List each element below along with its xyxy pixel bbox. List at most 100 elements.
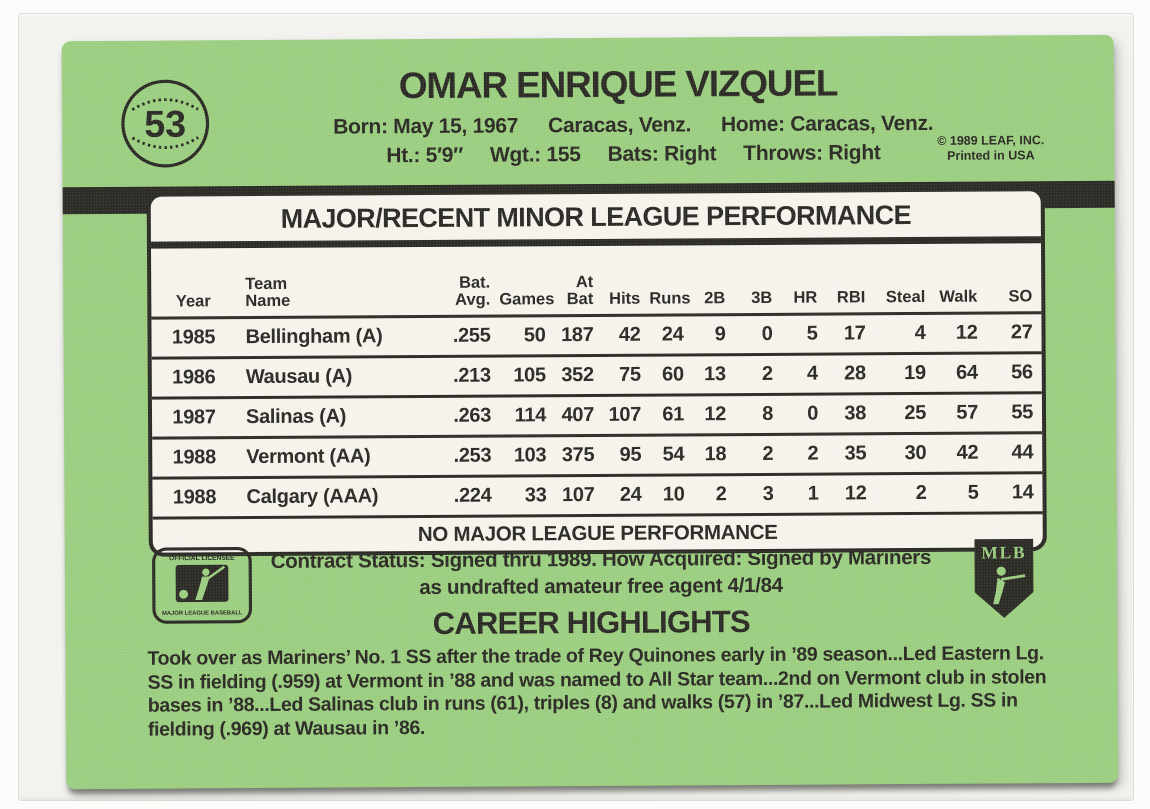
- stats-cell: 103: [513, 444, 547, 467]
- stats-cell: 12: [844, 482, 867, 505]
- stats-cell: 30: [904, 441, 927, 465]
- stats-cell: 75: [619, 363, 641, 386]
- stats-body: 1985 Bellingham (A) .255 50 187 42 24 9 0 5 17 4 12 2…: [151, 311, 1043, 517]
- card-number: 53: [144, 103, 186, 145]
- copyright-line-2: Printed in USA: [947, 148, 1035, 163]
- copyright-notice: © 1989 LEAF, INC. Printed in USA: [937, 133, 1044, 164]
- bio-birthplace: Caracas, Venz.: [548, 113, 692, 138]
- stats-row: 1988 Calgary (AAA) .224 33 107 24 10 2 3 1 12 2 5 14: [152, 471, 1043, 517]
- stats-cell: 0: [761, 322, 773, 345]
- stats-column-header: 3B: [751, 288, 773, 308]
- stats-cell: 8: [762, 402, 774, 425]
- stats-cell: 1987: [172, 406, 216, 429]
- stats-cell: 114: [514, 404, 547, 427]
- stats-cell: 2: [807, 442, 819, 465]
- stats-cell: 95: [619, 443, 642, 466]
- stats-cell: 375: [561, 443, 595, 467]
- stats-cell: 5: [967, 481, 979, 504]
- stats-column-header: HR: [793, 288, 818, 307]
- bio-height: Ht.: 5′9″: [386, 143, 463, 168]
- bio-line-1: Born: May 15, 1967 Caracas, Venz. Home: …: [212, 111, 1054, 140]
- stats-cell: 42: [956, 441, 979, 464]
- stats-cell: 19: [904, 361, 926, 385]
- stats-column-header: 2B: [704, 289, 726, 308]
- mlb-licensee-logo-icon: OFFICIAL LICENSEE MAJOR LEAGUE BASEBALL: [152, 547, 253, 624]
- stats-cell: 27: [1010, 321, 1033, 344]
- stats-cell: 33: [524, 484, 547, 507]
- stats-cell: 2: [762, 442, 774, 465]
- stats-cell: Salinas (A): [245, 405, 347, 429]
- mlb-players-shield-icon: MLB: [974, 538, 1034, 618]
- stats-cell: 10: [662, 483, 685, 506]
- stats-cell: 50: [523, 324, 546, 347]
- stats-cell: 9: [714, 323, 726, 346]
- stats-column-header: Games: [499, 290, 555, 309]
- stats-cell: Bellingham (A): [245, 325, 383, 349]
- stats-column-header: RBI: [836, 288, 866, 307]
- stats-cell: 38: [844, 402, 867, 425]
- stats-cell: 352: [561, 363, 594, 387]
- stats-cell: 56: [1011, 361, 1033, 384]
- stats-cell: 12: [955, 321, 978, 344]
- stats-column-header: Year: [175, 292, 211, 311]
- career-highlights-text: Took over as Mariners’ No. 1 SS after th…: [147, 642, 1047, 741]
- contract-line-1: Contract Status: Signed thru 1989. How A…: [270, 545, 932, 573]
- licensee-top-text: OFFICIAL LICENSEE: [169, 555, 235, 562]
- career-highlights-heading: CAREER HIGHLIGHTS: [432, 604, 750, 641]
- stats-cell: 44: [1011, 441, 1034, 464]
- stats-cell: 24: [619, 483, 642, 506]
- stats-cell: 2: [761, 362, 773, 385]
- stats-cell: 18: [704, 443, 727, 466]
- stats-cell: Calgary (AAA): [246, 485, 379, 509]
- stats-cell: .224: [453, 484, 492, 507]
- stats-cell: 25: [904, 401, 927, 425]
- stats-cell: 35: [844, 442, 867, 465]
- stats-cell: 2: [915, 481, 927, 505]
- stats-cell: 60: [662, 363, 684, 386]
- stats-cell: .213: [452, 364, 491, 387]
- stats-row: 1988 Vermont (AA) .253 103 375 95 54 18 2 2 35 30 42…: [152, 431, 1043, 477]
- stats-column-header: Hits: [609, 289, 641, 308]
- card-number-baseball-icon: 53: [121, 79, 210, 168]
- stats-column-header: Walk: [939, 287, 978, 306]
- bio-born: Born: May 15, 1967: [333, 114, 519, 139]
- stats-cell: 5: [806, 322, 818, 345]
- stats-cell: 14: [1011, 481, 1034, 504]
- stats-cell: 64: [956, 361, 978, 384]
- stats-cell: 105: [513, 364, 546, 387]
- stats-cell: 42: [618, 323, 641, 346]
- card-back: 53 OMAR ENRIQUE VIZQUEL Born: May 15, 19…: [61, 34, 1119, 790]
- stats-cell: 13: [704, 363, 726, 386]
- stats-cell: 187: [560, 323, 594, 347]
- stats-column-header: At Bat: [566, 272, 594, 309]
- player-name: OMAR ENRIQUE VIZQUEL: [398, 62, 838, 107]
- stats-row: 1986 Wausau (A) .213 105 352 75 60 13 2 4 28 19 64 56: [151, 351, 1042, 397]
- contract-status: Contract Status: Signed thru 1989. How A…: [215, 544, 987, 603]
- stats-cell: 55: [1011, 401, 1034, 424]
- stats-cell: .253: [453, 444, 492, 467]
- stats-title: MAJOR/RECENT MINOR LEAGUE PERFORMANCE: [280, 200, 912, 234]
- stats-cell: 4: [914, 321, 926, 345]
- bio-weight: Wgt.: 155: [489, 143, 581, 167]
- stats-cell: 12: [704, 403, 727, 426]
- bio-home: Home: Caracas, Venz.: [720, 111, 934, 137]
- stats-cell: 407: [561, 403, 595, 427]
- stats-column-header: Runs: [649, 289, 691, 308]
- stats-cell: .255: [452, 324, 491, 347]
- stats-cell: 1988: [172, 446, 216, 469]
- stats-cell: 4: [806, 362, 818, 385]
- shield-mlb-text: MLB: [981, 542, 1026, 562]
- stats-column-header: Steal: [885, 287, 926, 307]
- contract-line-2: as undrafted amateur free agent 4/1/84: [419, 573, 783, 600]
- stats-cell: 17: [843, 322, 866, 345]
- stats-cell: 2: [715, 483, 727, 506]
- stats-cell: 1988: [172, 486, 217, 509]
- stats-cell: Wausau (A): [245, 365, 353, 389]
- stats-cell: 107: [608, 403, 642, 426]
- stats-cell: 1: [807, 482, 819, 505]
- stats-row: 1987 Salinas (A) .263 114 407 107 61 12 8 0 38 25 57…: [151, 391, 1043, 437]
- stats-cell: 3: [762, 482, 774, 505]
- stats-cell: 107: [561, 483, 595, 507]
- stats-column-header: SO: [1008, 287, 1033, 306]
